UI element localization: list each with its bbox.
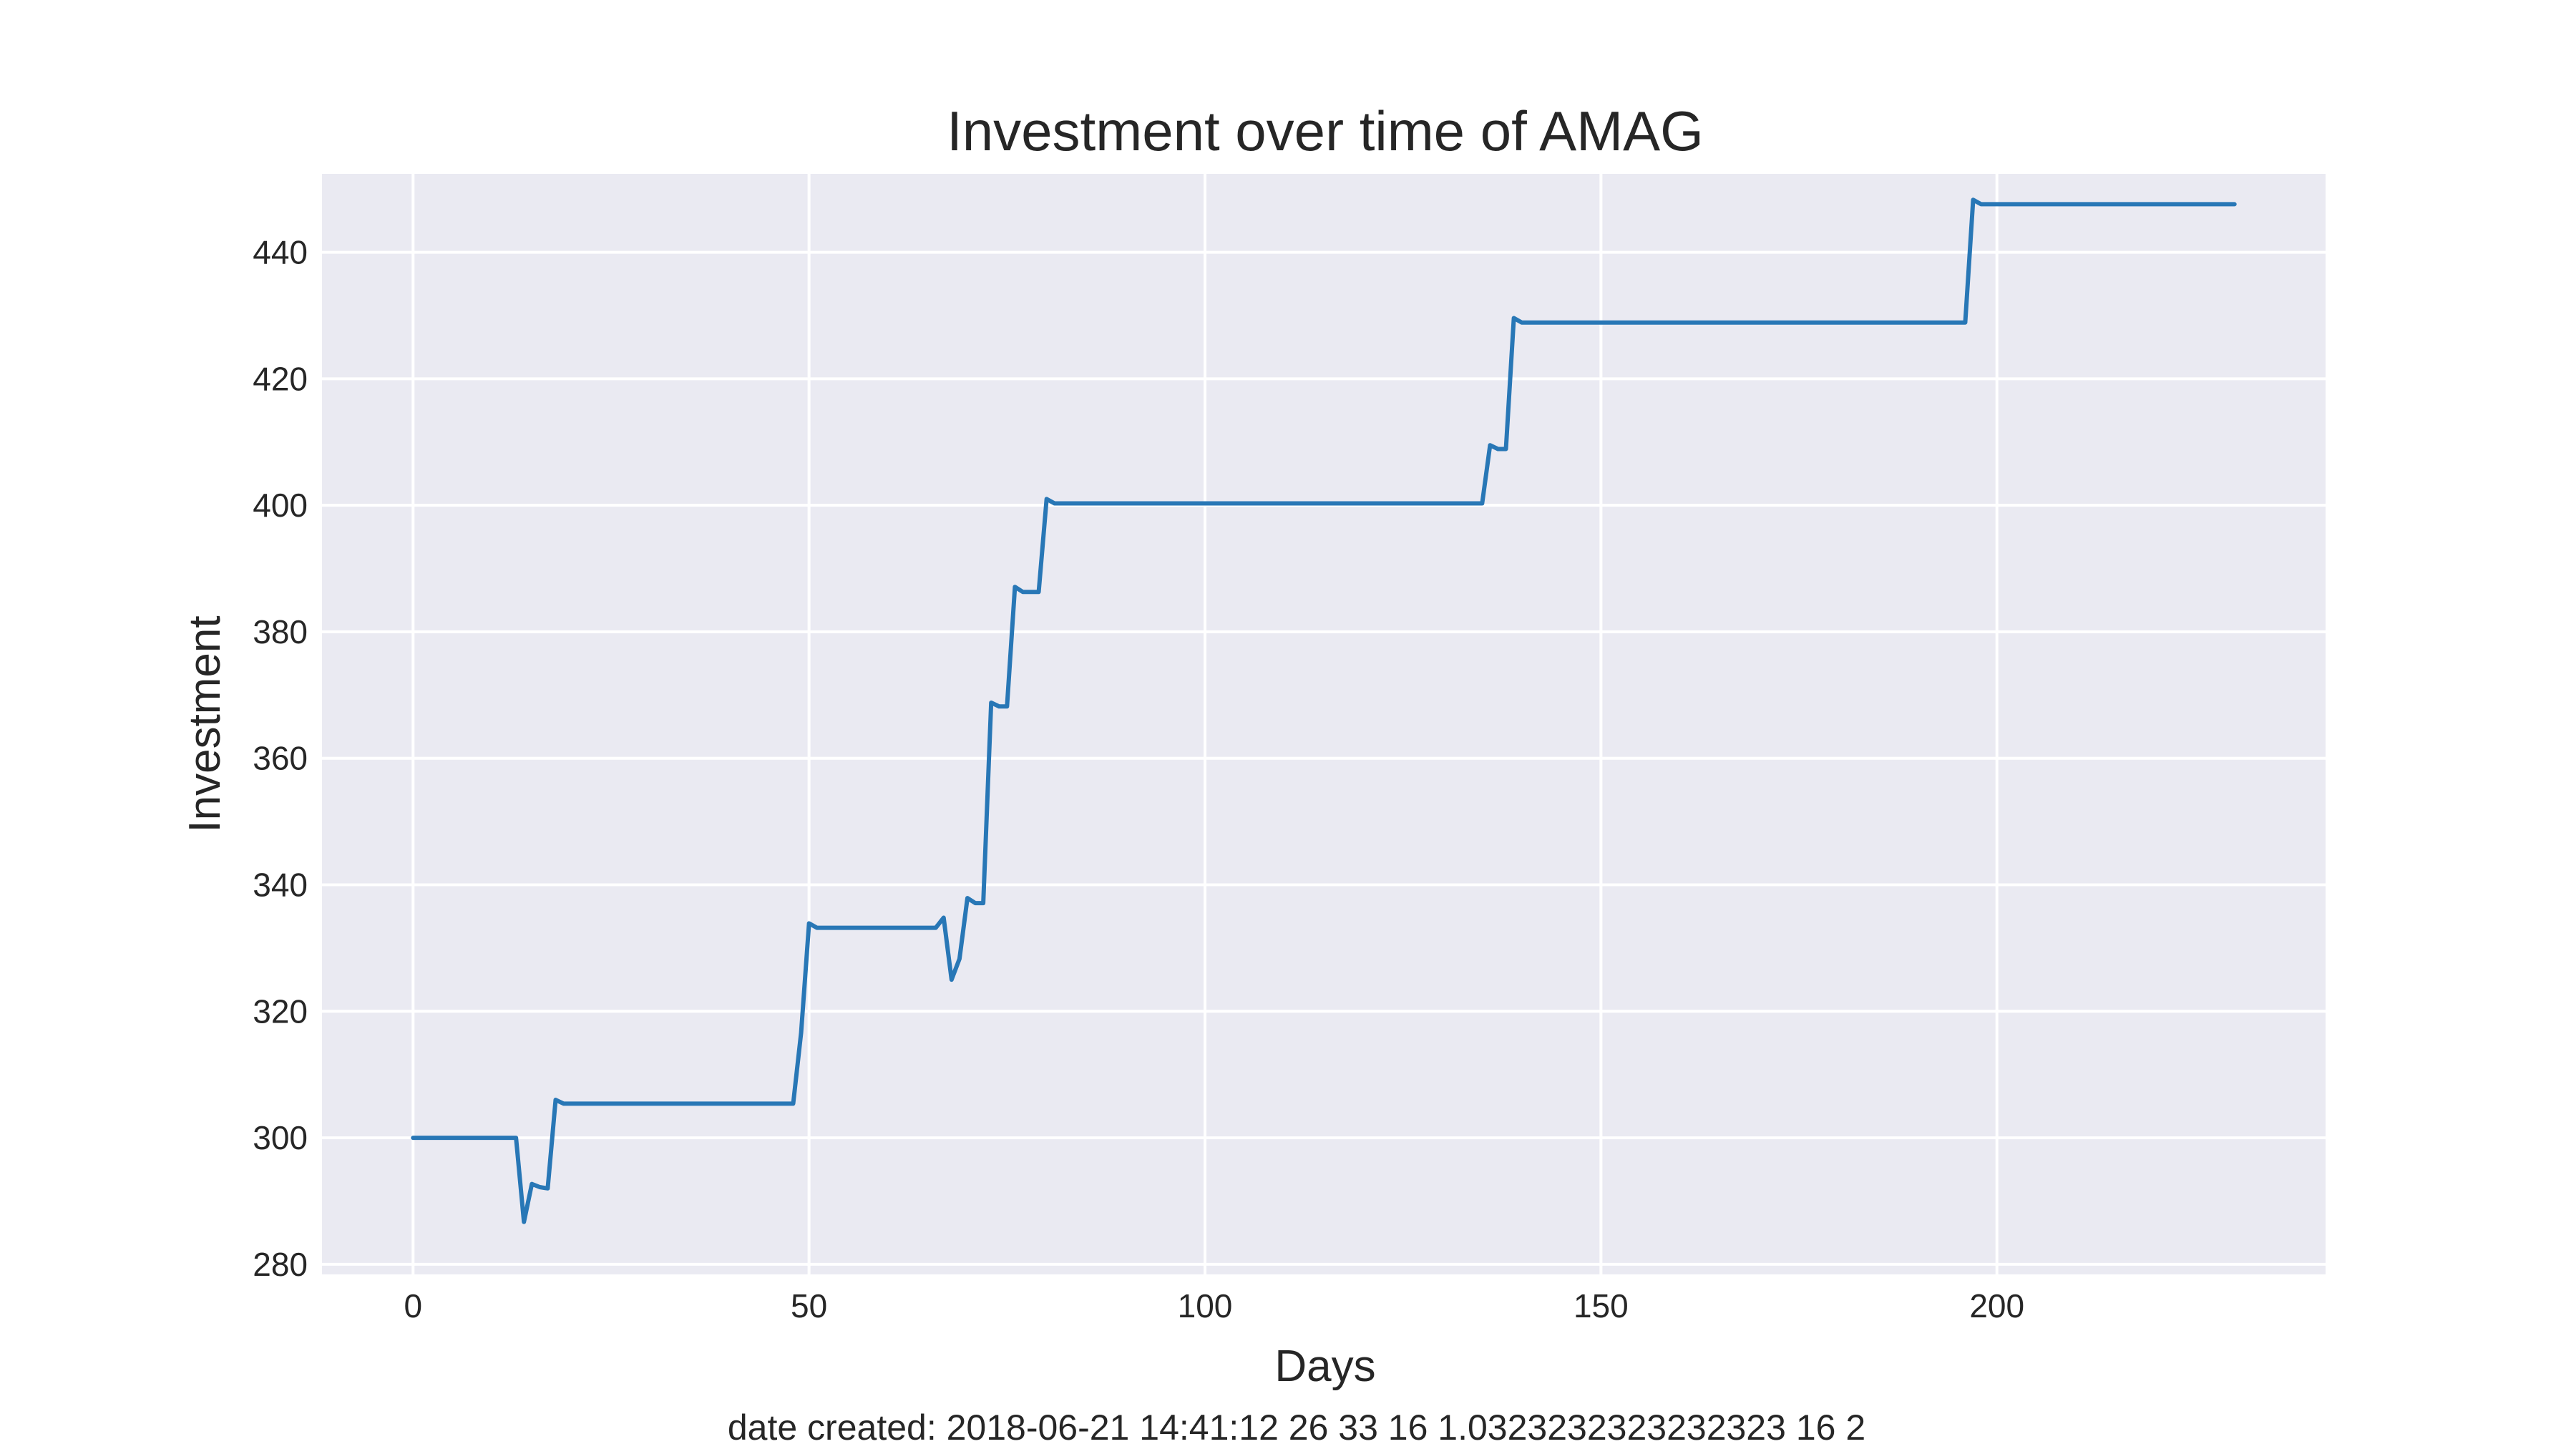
y-tick-label: 380 xyxy=(253,613,308,650)
y-tick-label: 360 xyxy=(253,740,308,777)
x-tick-label: 50 xyxy=(791,1287,827,1324)
grid xyxy=(322,174,2326,1274)
x-tick-label: 0 xyxy=(404,1287,422,1324)
y-tick-label: 420 xyxy=(253,360,308,397)
chart-title: Investment over time of AMAG xyxy=(947,99,1704,162)
y-tick-label: 280 xyxy=(253,1246,308,1283)
tick-labels: 0 50 100 150 200 280 300 320 340 360 380 400 420 440 xyxy=(253,234,2024,1324)
x-tick-label: 200 xyxy=(1969,1287,2024,1324)
y-tick-label: 400 xyxy=(253,487,308,524)
y-tick-label: 440 xyxy=(253,234,308,271)
x-tick-label: 100 xyxy=(1178,1287,1233,1324)
x-tick-label: 150 xyxy=(1574,1287,1629,1324)
y-axis-label: Investment xyxy=(180,615,230,832)
y-tick-label: 340 xyxy=(253,867,308,904)
investment-line xyxy=(411,197,2237,1224)
y-tick-label: 320 xyxy=(253,992,308,1030)
x-axis-label: Days xyxy=(1274,1342,1375,1391)
y-tick-label: 300 xyxy=(253,1119,308,1156)
plot-area xyxy=(322,174,2326,1274)
footer-caption: date created: 2018-06-21 14:41:12 26 33 … xyxy=(728,1407,1865,1448)
